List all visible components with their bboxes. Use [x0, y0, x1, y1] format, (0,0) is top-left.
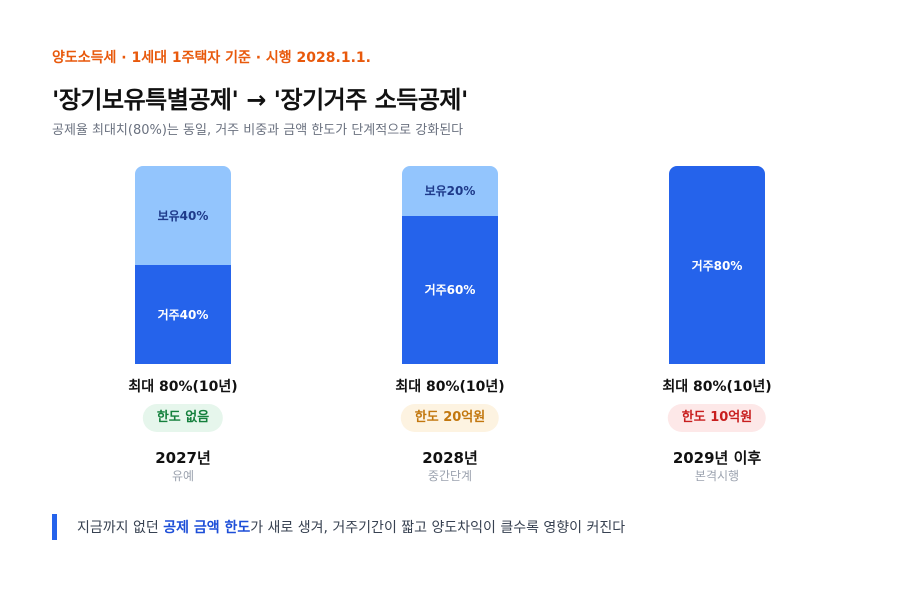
- phase-label: 본격시행: [694, 469, 740, 483]
- bar: 거주80%: [669, 166, 765, 364]
- bar: 보유40% 거주40%: [135, 166, 231, 364]
- bar-segment-residence: 거주40%: [135, 265, 231, 364]
- max-rate-label: 최대 80%(10년): [395, 379, 505, 395]
- max-rate-label: 최대 80%(10년): [662, 379, 772, 395]
- note-highlight: 공제 금액 한도: [163, 520, 251, 536]
- footer-note: 지금까지 없던 공제 금액 한도가 새로 생겨, 거주기간이 짧고 양도차익이 …: [52, 514, 625, 540]
- cap-badge: 한도 없음: [142, 404, 224, 432]
- max-rate-label: 최대 80%(10년): [128, 379, 238, 395]
- note-accent-bar: [52, 514, 57, 540]
- bar-segment-holding: 보유40%: [135, 166, 231, 265]
- note-text-before: 지금까지 없던: [77, 520, 164, 536]
- bar-segment-residence: 거주60%: [402, 215, 498, 364]
- note-text-after: 가 새로 생겨, 거주기간이 짧고 양도차익이 클수록 영향이 커진다: [250, 520, 626, 536]
- note-text: 지금까지 없던 공제 금액 한도가 새로 생겨, 거주기간이 짧고 양도차익이 …: [77, 517, 625, 537]
- page-title: '장기보유특별공제' → '장기거주 소득공제': [52, 86, 468, 114]
- phase-label: 유예: [171, 469, 195, 483]
- page-subtitle: 공제율 최대치(80%)는 동일, 거주 비중과 금액 한도가 단계적으로 강화…: [52, 123, 464, 138]
- bar-segment-residence: 거주80%: [669, 166, 765, 364]
- bar-segment-holding: 보유20%: [402, 166, 498, 216]
- year-label: 2029년 이후: [672, 449, 762, 467]
- bar: 보유20% 거주60%: [402, 166, 498, 364]
- year-label: 2028년: [422, 449, 478, 467]
- year-label: 2027년: [155, 449, 211, 467]
- phase-label: 중간단계: [427, 469, 473, 483]
- cap-badge: 한도 20억원: [400, 404, 500, 432]
- kicker-text: 양도소득세 · 1세대 1주택자 기준 · 시행 2028.1.1.: [52, 50, 371, 66]
- cap-badge: 한도 10억원: [667, 404, 767, 432]
